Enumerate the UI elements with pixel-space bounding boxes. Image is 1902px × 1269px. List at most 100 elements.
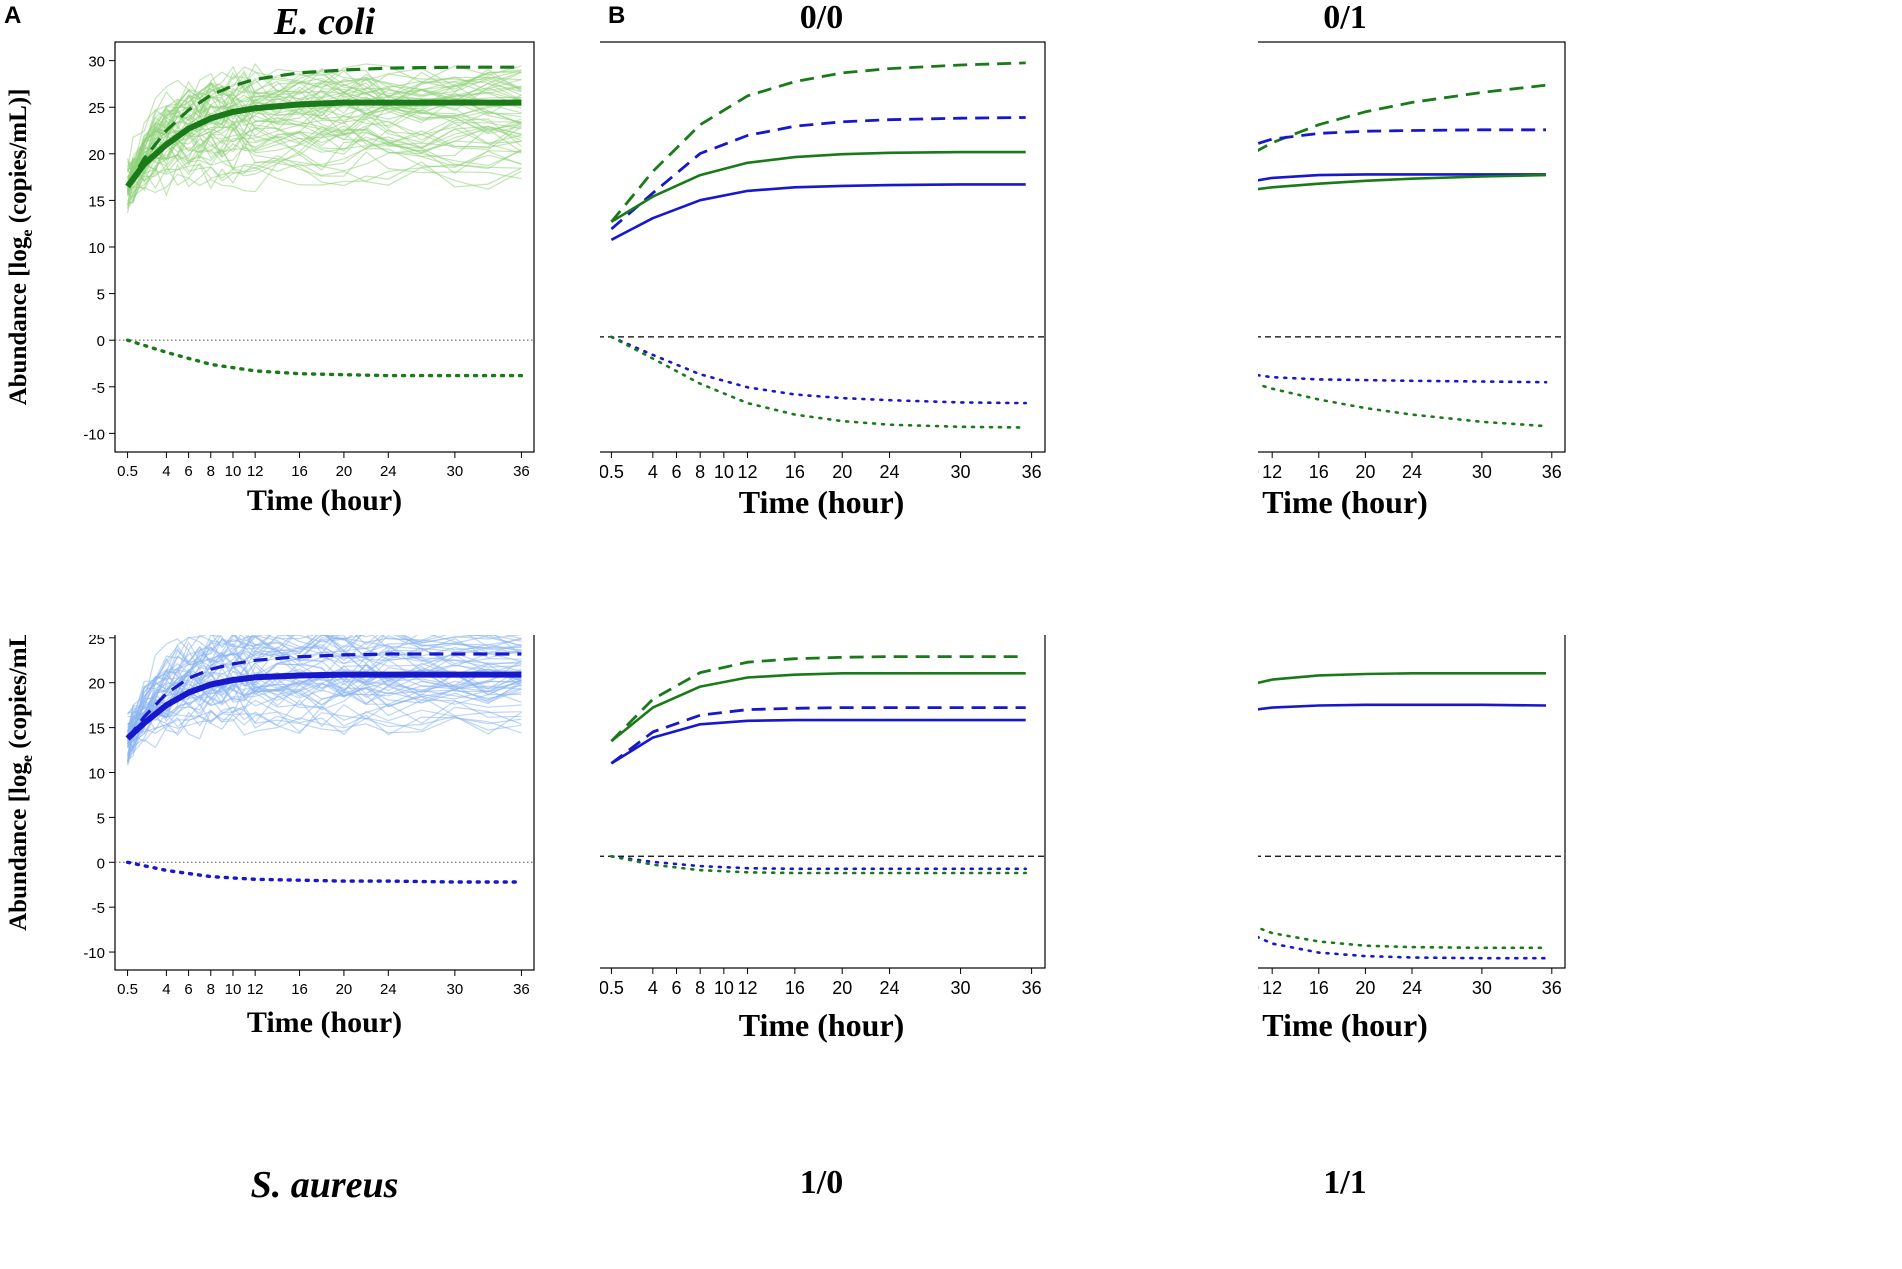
- individual-trajectory: [127, 162, 522, 196]
- x-tick-label: 20: [1355, 978, 1375, 998]
- individual-trajectory: [127, 147, 522, 183]
- series-line: [610, 183, 1026, 241]
- individual-trajectory: [127, 97, 522, 180]
- individual-trajectory: [127, 680, 522, 728]
- x-tick-label: 4: [162, 981, 170, 998]
- individual-trajectory: [127, 96, 522, 209]
- x-tick-label: 24: [380, 981, 397, 998]
- chart-ecoli: E. coli -10 -5 0 5 10 15 20 25 30 0.5 4 6 8 10 12 16 20 24…: [5, 1, 535, 517]
- x-tick-label: 20: [832, 462, 852, 482]
- individual-trajectory: [127, 68, 522, 172]
- y-tick-label: 10: [88, 240, 105, 257]
- y-tick-label: 15: [88, 193, 105, 210]
- x-tick-label: 30: [951, 462, 971, 482]
- plot-area: [600, 655, 1045, 875]
- individual-trajectory: [127, 635, 522, 756]
- series-line: [1258, 173, 1547, 191]
- y-tick-label: 5: [97, 810, 105, 827]
- x-tick-label: 12: [1262, 978, 1282, 998]
- x-tick-label: 10: [714, 978, 734, 998]
- y-tick-label: 20: [88, 676, 105, 693]
- plot-area: [600, 61, 1045, 429]
- series-line: [126, 652, 522, 740]
- x-tick-label: 36: [1542, 978, 1562, 998]
- plot-area: [1258, 83, 1565, 428]
- series-line: [610, 150, 1026, 223]
- chart-title: S. aureus: [251, 1164, 399, 1206]
- series-line: [610, 61, 1026, 223]
- x-tick-label: 16: [785, 978, 805, 998]
- x-tick-label: 24: [1402, 462, 1422, 482]
- individual-trajectory: [127, 80, 522, 178]
- y-tick-label: 0: [97, 333, 105, 350]
- x-tick-label: 12: [247, 463, 264, 480]
- x-tick-label: 16: [1309, 462, 1329, 482]
- individual-trajectory: [127, 68, 522, 197]
- series-line: [1258, 128, 1546, 145]
- y-axis-label: Abundance [loge (copies/mL)]: [5, 635, 36, 931]
- x-tick-label: 36: [513, 463, 530, 480]
- chart-b11: 1/1-15-10-505101520253035400.54681012162…: [1258, 635, 1566, 1201]
- x-tick-label: 8: [695, 462, 705, 482]
- y-axis-label: Abundance [loge (copies/mL)]: [5, 89, 36, 406]
- chart-title: 1/0: [800, 1164, 843, 1201]
- x-axis-label: Time (hour): [739, 1007, 905, 1043]
- individual-trajectory: [127, 126, 522, 182]
- x-tick-label: 0.5: [117, 463, 138, 480]
- x-tick-label: 10: [714, 462, 734, 482]
- plot-area: [115, 635, 534, 884]
- series-line: [610, 706, 1026, 765]
- plot-frame: [600, 41, 1046, 453]
- x-tick-label: 12: [247, 981, 264, 998]
- chart-title: E. coli: [273, 1, 376, 43]
- individual-trajectory: [127, 78, 522, 164]
- x-tick-label: 10: [1258, 978, 1259, 998]
- individual-trajectory: [127, 161, 522, 198]
- y-tick-label: 20: [88, 147, 105, 164]
- series-line: [125, 671, 522, 741]
- individual-trajectory: [127, 642, 522, 736]
- individual-trajectory: [127, 635, 522, 736]
- x-tick-label: 30: [447, 981, 464, 998]
- series-line: [1258, 635, 1546, 741]
- series-line: [1258, 383, 1548, 428]
- individual-trajectory: [127, 88, 522, 194]
- x-tick-label: 24: [1402, 978, 1422, 998]
- x-tick-label: 12: [738, 462, 758, 482]
- individual-trajectory: [127, 705, 522, 745]
- series-line: [1258, 83, 1547, 152]
- x-tick-label: 6: [184, 981, 192, 998]
- individual-trajectory: [127, 149, 522, 179]
- x-tick-label: 24: [380, 463, 397, 480]
- panel-label-b: B: [608, 2, 626, 29]
- x-tick-label: 12: [738, 978, 758, 998]
- x-tick-label: 36: [1022, 978, 1042, 998]
- individual-trajectory: [127, 710, 522, 759]
- y-tick-label: -5: [92, 900, 105, 917]
- y-tick-label: 0: [97, 855, 105, 872]
- series-line: [1258, 703, 1547, 711]
- x-axis-label: Time (hour): [1262, 484, 1428, 520]
- x-tick-label: 8: [207, 981, 215, 998]
- individual-trajectory: [127, 118, 522, 203]
- chart-title: 1/1: [1323, 1164, 1366, 1201]
- y-axis-label-suffix: (copies/mL)]: [5, 635, 32, 755]
- x-tick-label: 10: [225, 463, 242, 480]
- chart-b01: 0/1-15-10-505101520253035400.54681012162…: [1258, 0, 1566, 520]
- series-line: [125, 99, 522, 189]
- individual-trajectory: [127, 63, 522, 202]
- individual-trajectory: [127, 673, 522, 732]
- individual-trajectory: [127, 635, 522, 762]
- y-axis-label-subscript: e: [19, 230, 36, 237]
- y-tick-label: 10: [88, 766, 105, 783]
- x-tick-label: 0.5: [600, 462, 624, 482]
- plot-frame: [1258, 41, 1566, 453]
- individual-trajectory: [127, 647, 522, 757]
- chart-title: 0/0: [800, 0, 843, 36]
- x-axis-label: Time (hour): [1262, 1007, 1428, 1043]
- series-line: [610, 671, 1026, 743]
- panel-label-a: A: [4, 2, 22, 29]
- x-tick-label: 0.5: [600, 978, 624, 998]
- individual-trajectory: [127, 681, 522, 749]
